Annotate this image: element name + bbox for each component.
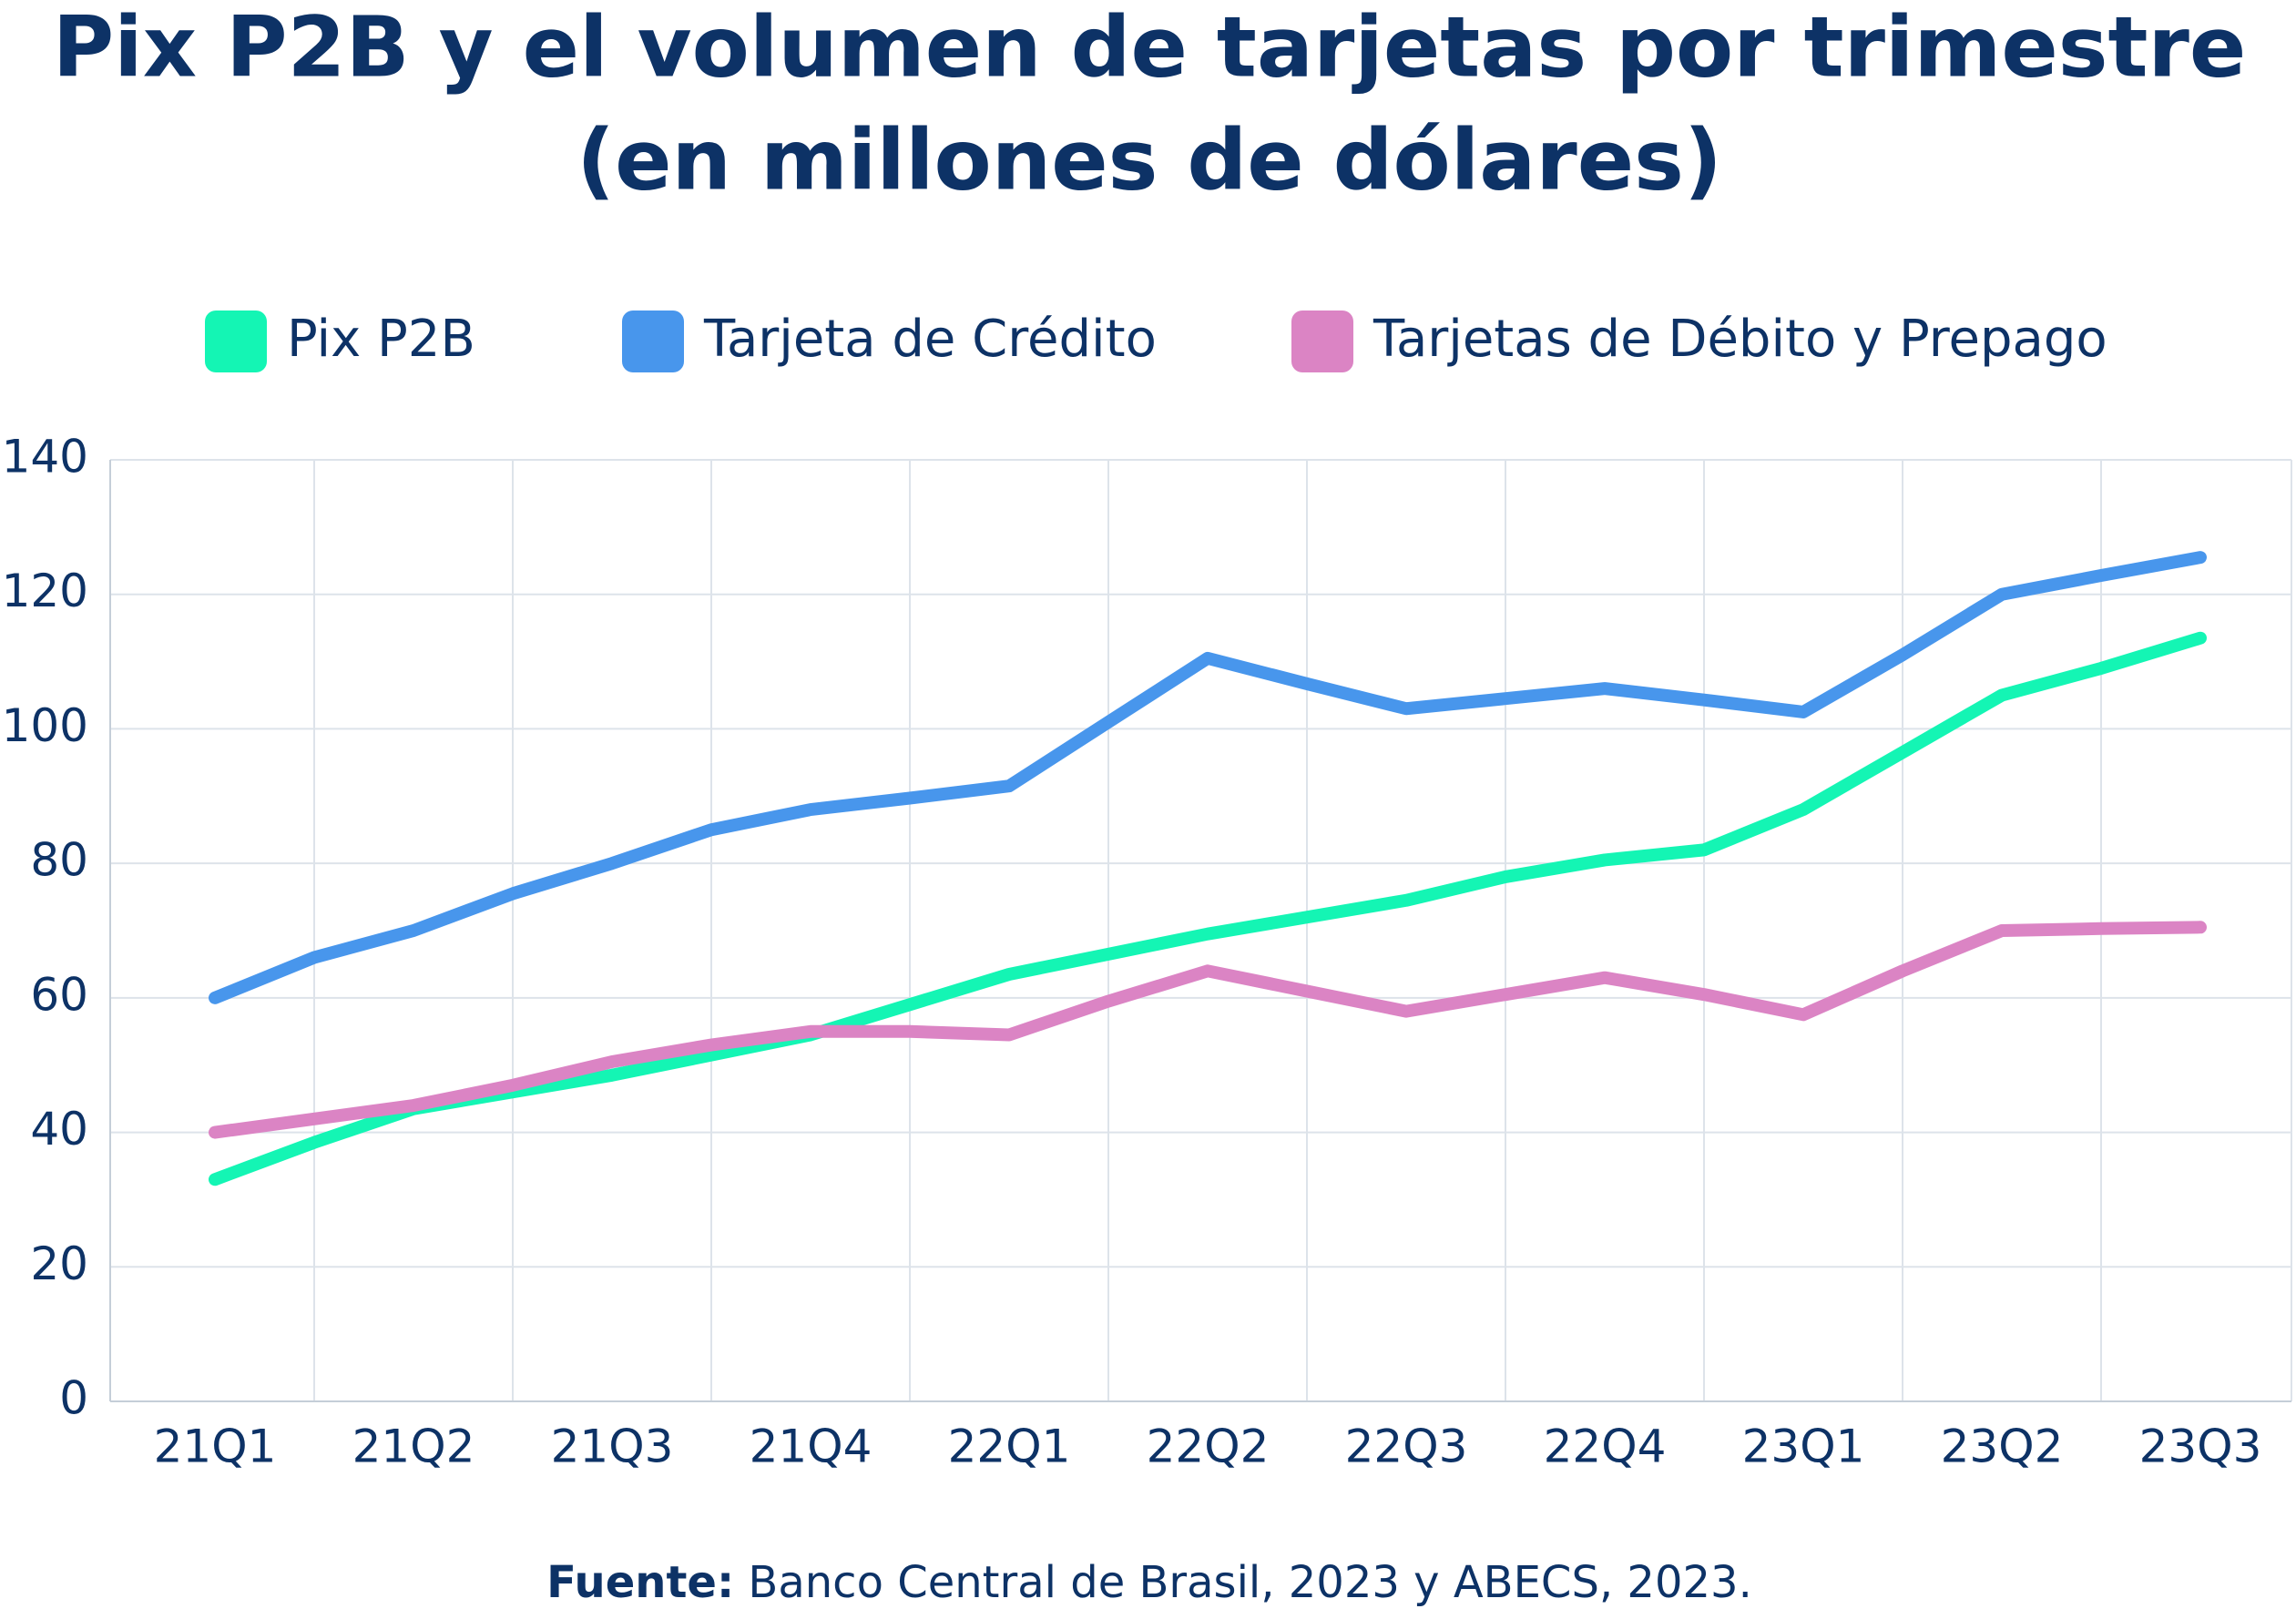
x-tick-label: 21Q1 xyxy=(154,1420,277,1473)
legend-swatch xyxy=(205,311,267,372)
y-tick-label: 80 xyxy=(30,834,88,887)
x-tick-label: 21Q3 xyxy=(551,1420,674,1473)
x-tick-label: 22Q3 xyxy=(1345,1420,1468,1473)
x-tick-label: 22Q4 xyxy=(1544,1420,1667,1473)
source-text: Banco Central de Brasil, 2023 y ABECS, 2… xyxy=(748,1557,1751,1608)
y-tick-label: 140 xyxy=(2,431,88,484)
y-tick-label: 120 xyxy=(2,565,88,617)
x-tick-label: 23Q1 xyxy=(1742,1420,1865,1473)
y-tick-label: 20 xyxy=(30,1237,88,1290)
x-tick-label: 23Q3 xyxy=(2139,1420,2262,1473)
y-tick-label: 60 xyxy=(30,968,88,1021)
series-line xyxy=(209,551,2207,1004)
legend-label: Tarjetas de Débito y Prepago xyxy=(1372,310,2107,369)
chart-title: Pix P2B y el volumen de tarjetas por tri… xyxy=(53,0,2247,96)
legend-swatch xyxy=(622,311,684,372)
x-tick-label: 21Q2 xyxy=(352,1420,475,1473)
y-tick-label: 40 xyxy=(30,1103,88,1156)
series-line xyxy=(209,631,2207,1186)
x-tick-label: 21Q4 xyxy=(750,1420,872,1473)
legend-label: Tarjeta de Crédito xyxy=(703,310,1157,369)
source-note: Fuente: Banco Central de Brasil, 2023 y … xyxy=(546,1557,1752,1608)
source-label: Fuente: xyxy=(546,1557,734,1608)
y-tick-label: 100 xyxy=(2,699,88,752)
legend-label: Pix P2B xyxy=(287,310,475,369)
x-tick-label: 22Q1 xyxy=(948,1420,1071,1473)
x-tick-label: 22Q2 xyxy=(1147,1420,1270,1473)
x-tick-label: 23Q2 xyxy=(1941,1420,2064,1473)
chart-title: (en millones de dólares) xyxy=(577,111,1722,209)
y-tick-label: 0 xyxy=(59,1372,88,1425)
series-line xyxy=(209,921,2207,1139)
legend-swatch xyxy=(1291,311,1353,372)
